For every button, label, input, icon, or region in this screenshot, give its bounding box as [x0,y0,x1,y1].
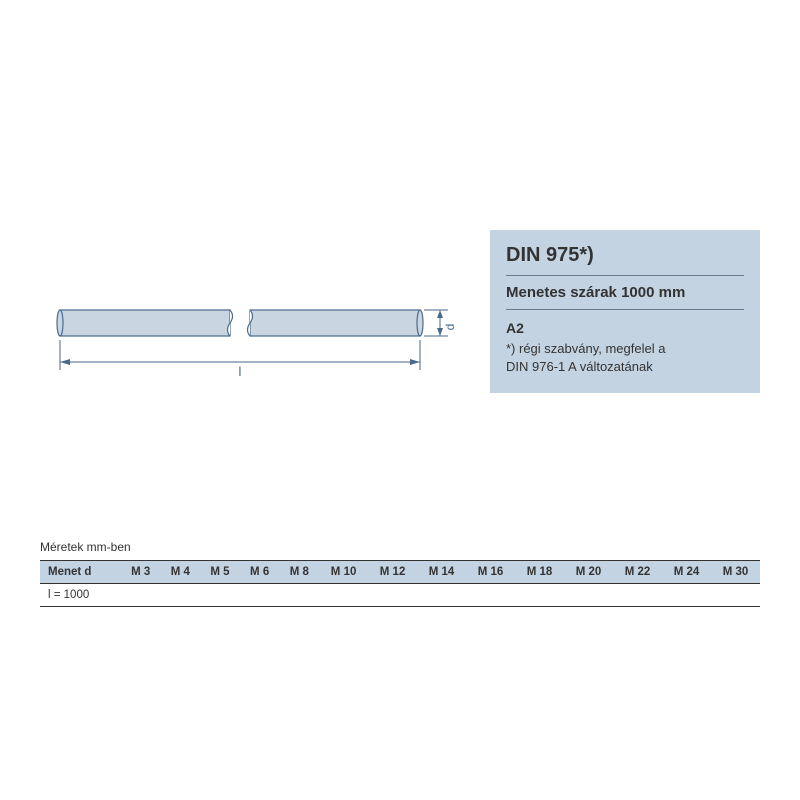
table-col: M 24 [662,561,711,584]
table-col: M 4 [161,561,201,584]
threaded-rod-svg: l d [40,280,470,400]
dimensions-table: Menet d M 3 M 4 M 5 M 6 M 8 M 10 M 12 M … [40,560,760,607]
table-cell [161,584,201,607]
table-col: M 30 [711,561,760,584]
table-cell [711,584,760,607]
table-col: M 18 [515,561,564,584]
table-cell [515,584,564,607]
table-header-label: Menet d [40,561,121,584]
table-cell [240,584,280,607]
table-cell [368,584,417,607]
table-cell [200,584,240,607]
table-col: M 12 [368,561,417,584]
table-col: M 8 [279,561,319,584]
table-cell [662,584,711,607]
table-col: M 14 [417,561,466,584]
table-col: M 16 [466,561,515,584]
table-cell [417,584,466,607]
table-row: l = 1000 [40,584,760,607]
table-col: M 20 [564,561,613,584]
table-col: M 10 [319,561,368,584]
technical-diagram: l d [40,280,470,400]
table-caption: Méretek mm-ben [40,540,760,554]
table-cell [613,584,662,607]
diagram-label-d: d [443,324,457,331]
info-material-code: A2 [506,320,744,336]
table-cell [466,584,515,607]
dimensions-table-region: Méretek mm-ben Menet d M 3 M 4 M 5 M 6 M… [40,540,760,607]
table-col: M 6 [240,561,280,584]
table-cell [319,584,368,607]
diagram-label-l: l [239,364,242,379]
info-subtitle: Menetes szárak 1000 mm [506,284,744,310]
info-title: DIN 975*) [506,244,744,276]
table-row-label: l = 1000 [40,584,121,607]
info-panel: DIN 975*) Menetes szárak 1000 mm A2 *) r… [490,230,760,393]
table-cell [564,584,613,607]
table-cell [279,584,319,607]
table-header-row: Menet d M 3 M 4 M 5 M 6 M 8 M 10 M 12 M … [40,561,760,584]
table-col: M 5 [200,561,240,584]
table-col: M 3 [121,561,161,584]
table-cell [121,584,161,607]
info-note: *) régi szabvány, megfelel a DIN 976-1 A… [506,340,744,375]
table-col: M 22 [613,561,662,584]
